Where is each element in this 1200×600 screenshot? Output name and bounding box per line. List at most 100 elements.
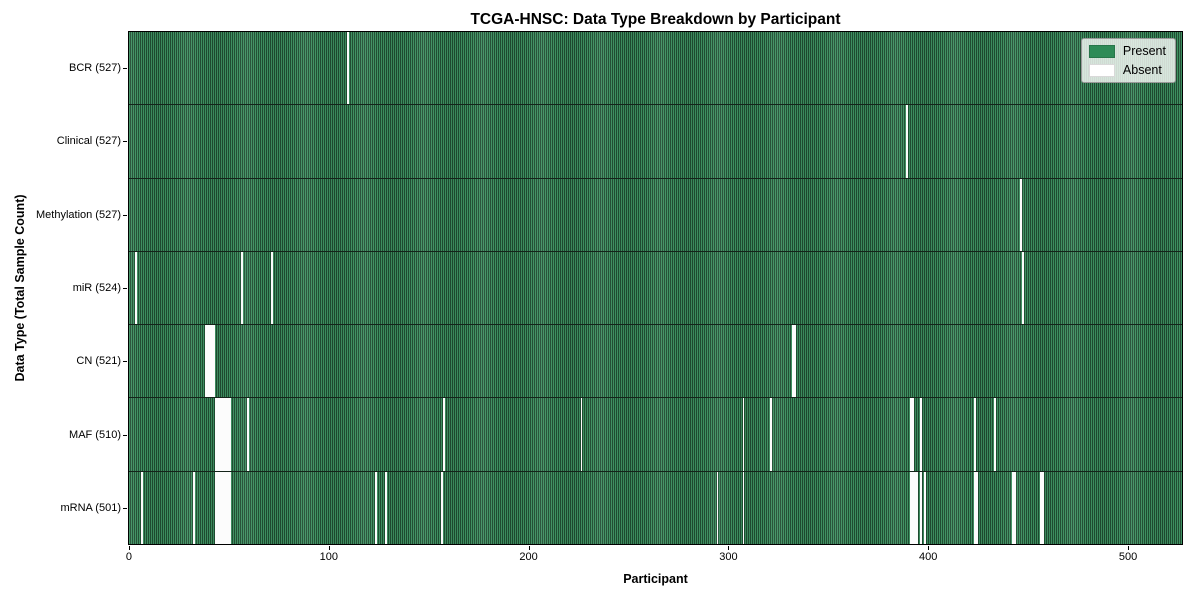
data-row-mrna — [129, 471, 1182, 544]
y-tick-mark — [123, 141, 127, 143]
absent-mark — [580, 398, 583, 471]
absent-mark — [440, 471, 443, 544]
absent-mark — [219, 398, 221, 471]
absent-mark — [374, 471, 377, 544]
absent-mark — [974, 398, 977, 471]
absent-mark — [225, 398, 227, 471]
absent-mark — [205, 325, 207, 398]
absent-mark — [384, 471, 387, 544]
absent-mark — [225, 471, 227, 544]
y-tick-label-cn: CN (521) — [76, 355, 121, 368]
y-tick-label-mir: miR (524) — [72, 282, 121, 294]
legend-absent-label: Absent — [1122, 63, 1162, 77]
absent-mark — [924, 471, 927, 544]
absent-mark — [912, 471, 915, 544]
absent-mark — [213, 325, 215, 398]
absent-mark — [221, 398, 223, 471]
absent-mark — [207, 325, 209, 398]
x-tick-mark — [1128, 546, 1130, 550]
y-tick-mark — [123, 434, 127, 436]
absent-mark — [794, 325, 797, 398]
absent-mark — [217, 398, 219, 471]
absent-mark — [1040, 471, 1043, 544]
absent-mark — [974, 471, 977, 544]
absent-mark — [910, 398, 913, 471]
x-axis-label: Participant — [623, 572, 688, 586]
absent-mark — [916, 471, 919, 544]
absent-mark — [193, 471, 195, 544]
absent-mark — [346, 32, 349, 105]
x-tick-label-100: 100 — [319, 551, 338, 563]
y-tick-mark — [123, 214, 127, 216]
y-axis-label: Data Type (Total Sample Count) — [13, 194, 27, 382]
absent-mark — [716, 471, 719, 544]
absent-mark — [920, 471, 923, 544]
absent-mark — [1014, 471, 1017, 544]
y-tick-label-methylation: Methylation (527) — [36, 208, 121, 221]
absent-mark — [223, 471, 225, 544]
absent-mark — [742, 471, 745, 544]
y-tick-label-maf: MAF (510) — [69, 428, 121, 441]
absent-mark — [994, 398, 997, 471]
y-tick-label-mrna: mRNA (501) — [60, 502, 121, 515]
x-tick-mark — [928, 546, 930, 550]
absent-mark — [270, 251, 273, 325]
y-tick-mark — [123, 508, 127, 510]
x-tick-mark — [728, 546, 730, 550]
absent-mark — [141, 471, 143, 544]
data-row-cn — [129, 325, 1182, 399]
data-row-clinical — [129, 105, 1182, 179]
legend-absent-swatch — [1088, 63, 1115, 77]
x-tick-label-0: 0 — [125, 551, 133, 563]
absent-mark — [742, 398, 745, 471]
absent-mark — [229, 398, 231, 471]
absent-mark — [914, 471, 917, 544]
plot-area: Present Absent — [128, 31, 1183, 545]
absent-mark — [215, 471, 217, 544]
absent-mark — [910, 471, 913, 544]
legend: Present Absent — [1080, 38, 1176, 83]
x-tick-mark — [328, 546, 330, 550]
x-tick-mark — [528, 546, 530, 550]
absent-mark — [209, 325, 211, 398]
chart-title: TCGA-HNSC: Data Type Breakdown by Partic… — [470, 11, 841, 28]
absent-mark — [215, 398, 217, 471]
legend-present-label: Present — [1122, 44, 1166, 58]
absent-mark — [920, 398, 923, 471]
absent-mark — [229, 471, 231, 544]
y-tick-label-clinical: Clinical (527) — [56, 135, 121, 148]
data-row-maf — [129, 398, 1182, 472]
absent-mark — [906, 105, 909, 178]
data-row-methylation — [129, 178, 1182, 252]
x-tick-label-500: 500 — [1118, 551, 1138, 563]
absent-mark — [912, 398, 915, 471]
absent-mark — [135, 251, 137, 325]
x-tick-label-200: 200 — [519, 551, 538, 563]
absent-mark — [227, 471, 229, 544]
data-row-bcr — [129, 32, 1182, 106]
absent-mark — [211, 325, 213, 398]
absent-mark — [240, 251, 243, 325]
absent-mark — [792, 325, 795, 398]
absent-mark — [1022, 251, 1025, 325]
absent-mark — [219, 471, 221, 544]
x-tick-mark — [128, 546, 130, 550]
x-tick-label-300: 300 — [719, 551, 738, 563]
absent-mark — [221, 471, 223, 544]
absent-mark — [1042, 471, 1045, 544]
absent-mark — [223, 398, 225, 471]
absent-mark — [227, 398, 229, 471]
y-tick-mark — [123, 361, 127, 363]
legend-item-present: Present — [1088, 44, 1166, 58]
y-tick-mark — [123, 288, 127, 289]
absent-mark — [217, 471, 219, 544]
legend-present-swatch — [1088, 44, 1115, 58]
data-row-mir — [129, 251, 1182, 326]
y-tick-label-bcr: BCR (527) — [69, 61, 121, 74]
absent-mark — [770, 398, 773, 471]
y-tick-mark — [123, 67, 127, 69]
absent-mark — [246, 398, 249, 471]
legend-item-absent: Absent — [1088, 63, 1166, 77]
absent-mark — [1012, 471, 1015, 544]
